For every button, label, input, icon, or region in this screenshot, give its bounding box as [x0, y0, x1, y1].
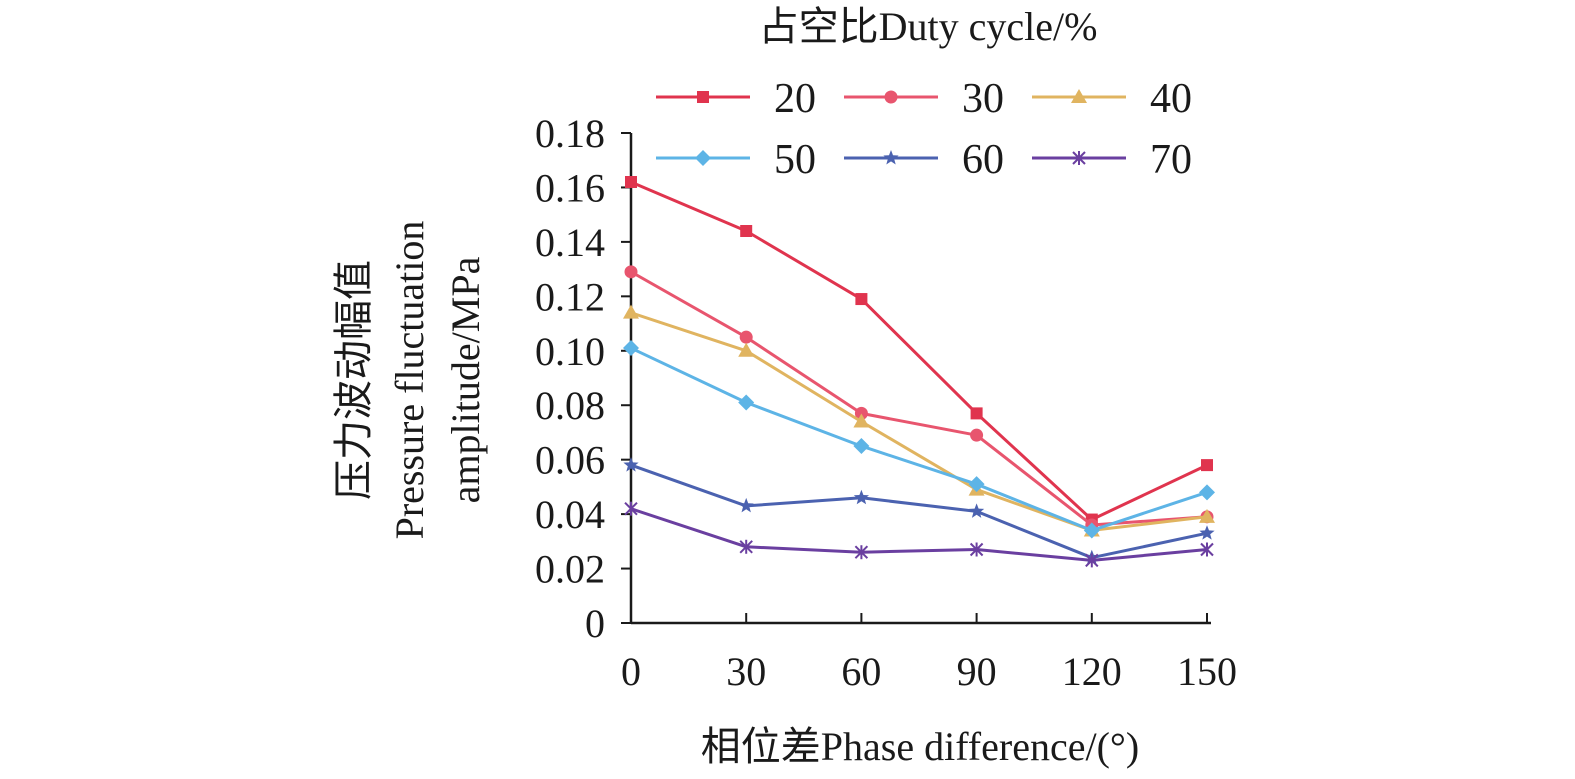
data-point-70: [624, 501, 638, 516]
y-tick-label: 0.10: [535, 329, 605, 374]
y-axis-title: 压力波动幅值 Pressure fluctuation amplitude/MP…: [331, 221, 488, 540]
data-point-50: [1083, 522, 1100, 539]
data-point-50: [968, 476, 985, 493]
data-point-70: [1085, 553, 1099, 568]
legend-label: 30: [962, 76, 1004, 122]
data-point-20: [970, 407, 983, 420]
y-tick-label: 0.16: [535, 165, 605, 210]
data-point-60: [623, 457, 639, 472]
legend-item-30: 30: [844, 76, 1004, 122]
data-point-60: [738, 497, 754, 513]
x-tick-label: 90: [957, 649, 997, 694]
y-tick-label: 0.14: [535, 220, 605, 265]
legend-item-70: 70: [1032, 137, 1192, 183]
data-point-50: [738, 394, 755, 411]
data-point-20: [740, 225, 753, 237]
legend-label: 60: [962, 137, 1004, 183]
data-point-60: [853, 489, 869, 505]
data-point-30: [970, 428, 984, 442]
data-point-60: [969, 503, 985, 518]
data-point-70: [854, 545, 869, 560]
legend-marker: [883, 150, 899, 165]
data-point-60: [1199, 525, 1215, 540]
x-axis-title: 相位差Phase difference/(°): [701, 724, 1139, 769]
data-point-50: [623, 340, 639, 357]
legend: 20 30 40 50 60 70: [656, 76, 1192, 183]
series-line-70: [630, 507, 1208, 562]
axes: 0 0.02 0.04 0.06 0.08 0.10 0.12 0.14 0.16 0.18 0 30…: [535, 111, 1237, 694]
data-point-20: [1201, 459, 1213, 472]
legend-marker: [1071, 89, 1087, 103]
data-point-50: [1199, 484, 1215, 501]
data-point-20: [625, 176, 637, 188]
series-line-20: [630, 180, 1208, 522]
data-point-30: [739, 330, 753, 344]
y-axis-title-line-3: amplitude/MPa: [443, 256, 488, 503]
data-point-40: [738, 342, 755, 357]
series-line-50: [630, 346, 1208, 532]
data-point-50: [853, 438, 870, 455]
legend-title: 占空比Duty cycle/%: [759, 4, 1098, 49]
series-layer: [623, 176, 1215, 568]
legend-marker: [884, 90, 898, 104]
data-point-20: [855, 293, 868, 306]
data-point-70: [739, 539, 753, 554]
series-70: [624, 501, 1214, 568]
y-tick-label: 0.06: [535, 438, 605, 483]
series-line-30: [630, 270, 1208, 527]
y-tick-label: 0.02: [535, 547, 605, 592]
legend-marker: [695, 150, 711, 166]
series-50: [623, 340, 1215, 539]
data-point-40: [623, 304, 639, 319]
y-tick-label: 0.04: [535, 492, 605, 537]
x-tick-label: 150: [1177, 649, 1237, 694]
series-line-60: [630, 463, 1208, 560]
x-tick-label: 0: [621, 649, 641, 694]
legend-marker: [697, 91, 709, 103]
data-point-70: [969, 542, 984, 557]
x-tick-label: 120: [1062, 649, 1122, 694]
legend-item-60: 60: [844, 137, 1004, 183]
legend-item-50: 50: [656, 137, 816, 183]
legend-label: 50: [774, 137, 816, 183]
data-point-70: [1200, 542, 1214, 557]
legend-label: 20: [774, 76, 816, 122]
legend-item-40: 40: [1032, 76, 1192, 122]
y-tick-label: 0.12: [535, 274, 605, 319]
y-axis-title-line-2: Pressure fluctuation: [387, 221, 432, 540]
x-tick-label: 60: [841, 649, 881, 694]
series-line-40: [630, 311, 1208, 532]
x-tick-label: 30: [726, 649, 766, 694]
y-tick-label: 0.18: [535, 111, 605, 156]
series-30: [624, 265, 1214, 532]
data-point-40: [1199, 508, 1215, 523]
data-point-30: [624, 265, 638, 279]
legend-label: 40: [1150, 76, 1192, 122]
y-tick-label: 0.08: [535, 383, 605, 428]
legend-marker: [1072, 151, 1086, 165]
legend-item-20: 20: [656, 76, 816, 122]
y-tick-label: 0: [585, 601, 605, 646]
y-axis-title-line-1: 压力波动幅值: [331, 260, 376, 500]
data-point-40: [853, 413, 870, 428]
legend-label: 70: [1150, 137, 1192, 183]
data-point-30: [854, 406, 868, 420]
series-60: [623, 457, 1215, 565]
series-20: [625, 176, 1213, 526]
